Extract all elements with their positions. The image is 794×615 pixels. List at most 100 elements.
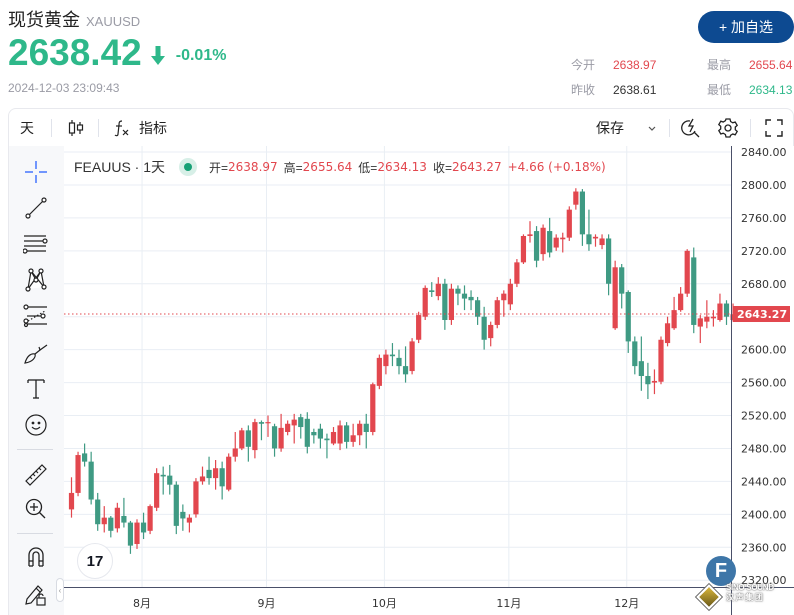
trend-line-icon bbox=[25, 197, 47, 219]
legend-open-label: 开= bbox=[209, 160, 229, 175]
candle-body bbox=[121, 515, 127, 523]
save-button[interactable]: 保存 bbox=[596, 120, 624, 136]
candle-body bbox=[566, 209, 572, 238]
candle-body bbox=[553, 237, 559, 248]
legend-change: +4.66 (+0.18%) bbox=[507, 160, 606, 174]
lock-drawings-tool[interactable] bbox=[23, 580, 49, 606]
fullscreen-button[interactable] bbox=[765, 109, 783, 147]
toolbar-divider bbox=[750, 119, 751, 137]
trend-line-tool[interactable] bbox=[23, 195, 49, 221]
candle-body bbox=[291, 419, 297, 426]
stat-open-value: 2638.97 bbox=[613, 58, 657, 72]
interval-button[interactable]: 天 bbox=[20, 120, 34, 136]
settings-button[interactable] bbox=[717, 109, 739, 147]
stat-low-value: 2634.13 bbox=[749, 83, 793, 97]
candle-body bbox=[579, 191, 585, 235]
candle-body bbox=[599, 238, 605, 246]
function-fx-icon bbox=[114, 120, 129, 137]
candle-body bbox=[213, 468, 219, 479]
candle-body bbox=[422, 287, 428, 317]
stat-prev-close-label: 昨收 bbox=[571, 83, 596, 97]
candle-body bbox=[573, 191, 579, 205]
crosshair-tool[interactable] bbox=[23, 159, 49, 185]
time-axis-label: 9月 bbox=[258, 597, 276, 610]
candle-body bbox=[258, 422, 265, 424]
tradingview-logo[interactable]: 17 bbox=[77, 543, 113, 579]
candle-body bbox=[324, 438, 330, 441]
last-price-label: 2643.27 bbox=[737, 308, 787, 321]
price-axis-label: 2720.00 bbox=[741, 245, 787, 258]
candle-body bbox=[193, 481, 199, 515]
toolbar-divider bbox=[669, 119, 670, 137]
candle-body bbox=[638, 361, 644, 376]
sidebar-divider bbox=[17, 449, 53, 450]
candle-body bbox=[252, 422, 258, 451]
indicators-button[interactable]: 指标 bbox=[113, 109, 167, 147]
candle-body bbox=[547, 231, 553, 253]
candle-body bbox=[697, 318, 703, 327]
time-axis-label: 8月 bbox=[133, 597, 151, 610]
candle-body bbox=[723, 303, 730, 317]
candle-body bbox=[488, 324, 494, 339]
legend-open-value: 2638.97 bbox=[228, 160, 278, 174]
text-tool[interactable] bbox=[23, 376, 49, 402]
candle-body bbox=[625, 291, 631, 342]
candle-body bbox=[108, 517, 114, 531]
indicators-label: 指标 bbox=[139, 120, 167, 136]
candlestick-chart[interactable]: 2320.00 2360.00 2400.00 2440.00 2480.00 2520.… bbox=[64, 146, 794, 615]
chart-type-button[interactable] bbox=[67, 109, 85, 147]
price-axis-label: 2440.00 bbox=[741, 475, 787, 488]
instrument-name: 现货黄金 bbox=[8, 10, 80, 30]
candle-body bbox=[651, 380, 658, 383]
candle-body bbox=[167, 475, 173, 485]
candle-body bbox=[514, 262, 520, 284]
candle-body bbox=[494, 300, 500, 325]
magnet-tool[interactable] bbox=[23, 543, 49, 569]
price-axis-label: 2480.00 bbox=[741, 442, 787, 455]
gear-icon bbox=[717, 118, 739, 138]
emoji-icon bbox=[25, 414, 47, 436]
candle-body bbox=[416, 315, 422, 340]
legend-symbol: FEAUUS · 1天 bbox=[74, 159, 166, 175]
candle-body bbox=[704, 316, 710, 322]
candle-body bbox=[396, 357, 402, 367]
save-dropdown-button[interactable] bbox=[647, 109, 657, 147]
candle-body bbox=[344, 425, 350, 442]
emoji-tool[interactable] bbox=[23, 412, 49, 438]
price-chart[interactable]: 2320.00 2360.00 2400.00 2440.00 2480.00 2520.… bbox=[64, 146, 794, 615]
price-axis-label: 2600.00 bbox=[741, 344, 787, 357]
fib-retracement-tool[interactable] bbox=[23, 303, 49, 329]
stat-high: 最高 2655.64 bbox=[707, 56, 792, 73]
ruler-icon bbox=[25, 464, 47, 486]
candle-body bbox=[101, 517, 107, 525]
measure-tool[interactable] bbox=[23, 462, 49, 488]
time-axis-label: 10月 bbox=[372, 597, 397, 610]
pattern-tool[interactable] bbox=[23, 267, 49, 293]
candlestick-icon bbox=[68, 120, 84, 136]
candle-body bbox=[612, 267, 618, 329]
pattern-icon bbox=[25, 268, 47, 292]
horizontal-lines-tool[interactable] bbox=[23, 231, 49, 257]
collapse-sidebar-button[interactable]: ‹ bbox=[56, 578, 64, 602]
brush-tool[interactable] bbox=[23, 341, 49, 367]
candle-body bbox=[435, 283, 441, 297]
candle-body bbox=[154, 473, 160, 508]
candle-body bbox=[429, 290, 435, 292]
down-arrow-icon bbox=[150, 46, 165, 65]
candle-body bbox=[632, 341, 638, 367]
stat-high-value: 2655.64 bbox=[749, 58, 793, 72]
fib-retracement-icon bbox=[23, 304, 47, 328]
quick-search-button[interactable] bbox=[679, 109, 701, 147]
horizontal-lines-icon bbox=[23, 235, 48, 254]
toolbar-divider bbox=[51, 119, 52, 137]
candle-body bbox=[186, 517, 192, 523]
zoom-in-icon bbox=[25, 498, 46, 519]
add-to-watchlist-button[interactable]: + 加自选 bbox=[698, 11, 794, 43]
candle-body bbox=[311, 431, 317, 436]
candle-body bbox=[671, 310, 677, 329]
candle-body bbox=[586, 234, 592, 245]
watermark-line2: 汉 声 集 团 bbox=[726, 593, 763, 602]
zoom-in-tool[interactable] bbox=[23, 496, 49, 522]
candle-body bbox=[533, 231, 540, 261]
candle-body bbox=[134, 522, 140, 544]
